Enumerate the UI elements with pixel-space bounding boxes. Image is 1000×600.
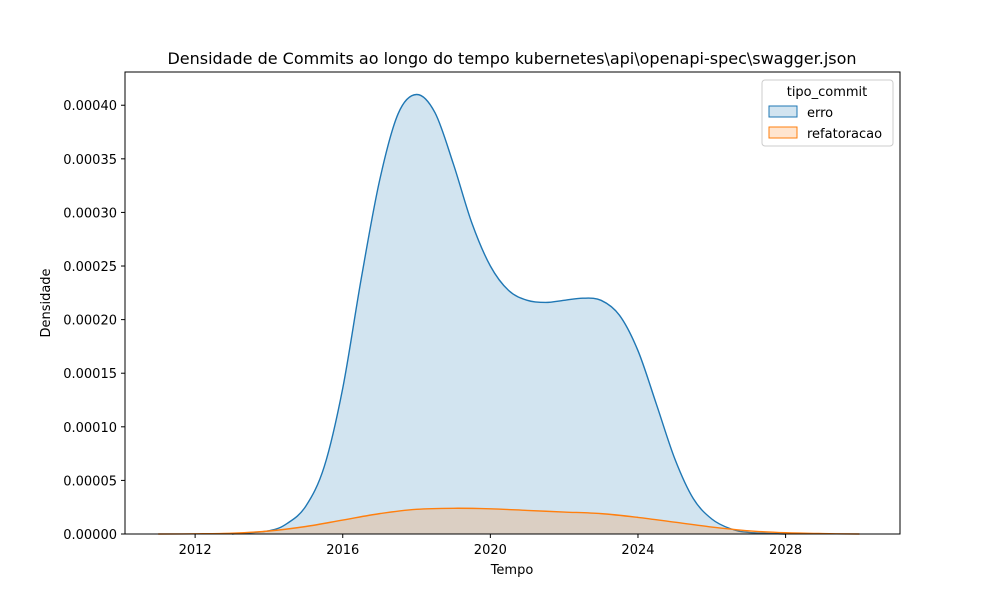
legend-items: erro refatoracao [768, 105, 882, 142]
y-axis: 0.00000 0.00005 0.00010 0.00015 0.00020 0.000… [63, 99, 125, 543]
y-axis-label: Densidade [39, 268, 54, 337]
legend-swatch-erro [768, 105, 798, 118]
series-layer [158, 93, 860, 535]
y-tick-label: 0.00010 [63, 421, 117, 436]
legend-frame [761, 79, 894, 147]
y-tick-label: 0.00015 [63, 367, 117, 382]
x-axis: 2012 2016 2020 2024 2028 [179, 534, 802, 558]
series-line-refatoracao [158, 507, 860, 535]
plot-area [124, 71, 901, 535]
series-area-refatoracao [158, 508, 860, 534]
y-tick-label: 0.00005 [63, 474, 117, 489]
series-area-erro [232, 94, 786, 535]
x-tick-label: 2012 [179, 543, 212, 558]
y-tick-label: 0.00040 [63, 99, 117, 114]
x-tick-label: 2020 [474, 543, 507, 558]
x-tick-label: 2016 [326, 543, 359, 558]
legend-label-erro: erro [807, 106, 833, 121]
y-tick-label: 0.00000 [63, 528, 117, 543]
legend: tipo_commit erro refatoracao [761, 79, 894, 147]
y-tick-label: 0.00035 [63, 153, 117, 168]
chart-title: Densidade de Commits ao longo do tempo k… [167, 49, 856, 68]
y-tick-label: 0.00030 [63, 206, 117, 221]
legend-label-refatoracao: refatoracao [807, 127, 882, 142]
legend-swatch-refatoracao [768, 126, 798, 139]
legend-title: tipo_commit [787, 85, 868, 100]
x-tick-label: 2028 [769, 543, 802, 558]
x-tick-label: 2024 [621, 543, 654, 558]
y-tick-label: 0.00025 [63, 260, 117, 275]
plot-frame [124, 71, 901, 535]
y-tick-label: 0.00020 [63, 314, 117, 329]
x-axis-label: Tempo [490, 563, 534, 578]
plot-background [125, 72, 900, 534]
series-line-erro [231, 93, 786, 535]
